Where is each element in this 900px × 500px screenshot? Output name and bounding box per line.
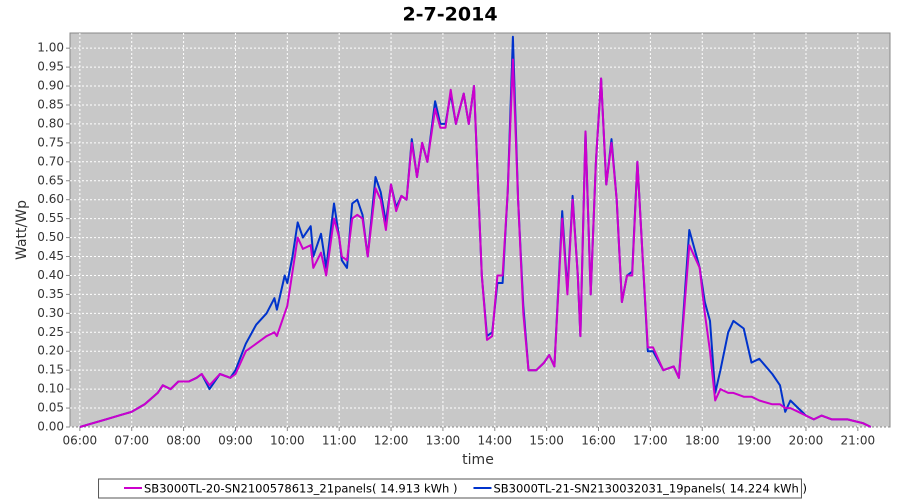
x-tick-label: 15:00 <box>529 434 564 448</box>
x-tick-label: 17:00 <box>633 434 668 448</box>
y-tick-label: 0.20 <box>37 344 64 358</box>
x-tick-label: 20:00 <box>789 434 824 448</box>
y-axis-label: Watt/Wp <box>14 200 30 260</box>
y-tick-label: 0.25 <box>37 325 64 339</box>
x-tick-label: 09:00 <box>218 434 253 448</box>
y-tick-label: 0.70 <box>37 154 64 168</box>
x-tick-label: 10:00 <box>270 434 305 448</box>
y-tick-label: 0.65 <box>37 173 64 187</box>
x-tick-label: 08:00 <box>166 434 201 448</box>
y-tick-label: 0.60 <box>37 192 64 206</box>
y-tick-label: 0.05 <box>37 401 64 415</box>
x-tick-label: 16:00 <box>581 434 616 448</box>
x-tick-label: 07:00 <box>114 434 149 448</box>
x-tick-label: 06:00 <box>63 434 98 448</box>
y-tick-label: 1.00 <box>37 41 64 55</box>
y-tick-label: 0.15 <box>37 363 64 377</box>
x-tick-label: 21:00 <box>841 434 876 448</box>
y-tick-label: 0.50 <box>37 230 64 244</box>
series-line <box>79 58 872 428</box>
x-tick-label: 19:00 <box>737 434 772 448</box>
y-tick-label: 0.90 <box>37 79 64 93</box>
y-tick-label: 0.80 <box>37 116 64 130</box>
legend-label: SB3000TL-21-SN2130032031_19panels( 14.22… <box>493 482 806 496</box>
legend-label: SB3000TL-20-SN2100578613_21panels( 14.91… <box>144 482 457 496</box>
x-tick-label: 11:00 <box>322 434 357 448</box>
y-tick-label: 0.35 <box>37 287 64 301</box>
y-tick-label: 0.95 <box>37 60 64 74</box>
y-tick-label: 0.45 <box>37 249 64 263</box>
y-tick-label: 0.30 <box>37 306 64 320</box>
y-tick-label: 0.75 <box>37 135 64 149</box>
x-tick-label: 13:00 <box>426 434 461 448</box>
y-tick-label: 0.85 <box>37 97 64 111</box>
y-tick-label: 0.40 <box>37 268 64 282</box>
legend <box>98 478 802 499</box>
x-tick-label: 18:00 <box>685 434 720 448</box>
x-tick-label: 12:00 <box>374 434 409 448</box>
x-axis-label: time <box>462 452 494 468</box>
chart-title: 2-7-2014 <box>402 4 497 26</box>
y-tick-label: 0.00 <box>37 420 64 434</box>
y-tick-label: 0.10 <box>37 382 64 396</box>
x-tick-label: 14:00 <box>477 434 512 448</box>
y-tick-label: 0.55 <box>37 211 64 225</box>
